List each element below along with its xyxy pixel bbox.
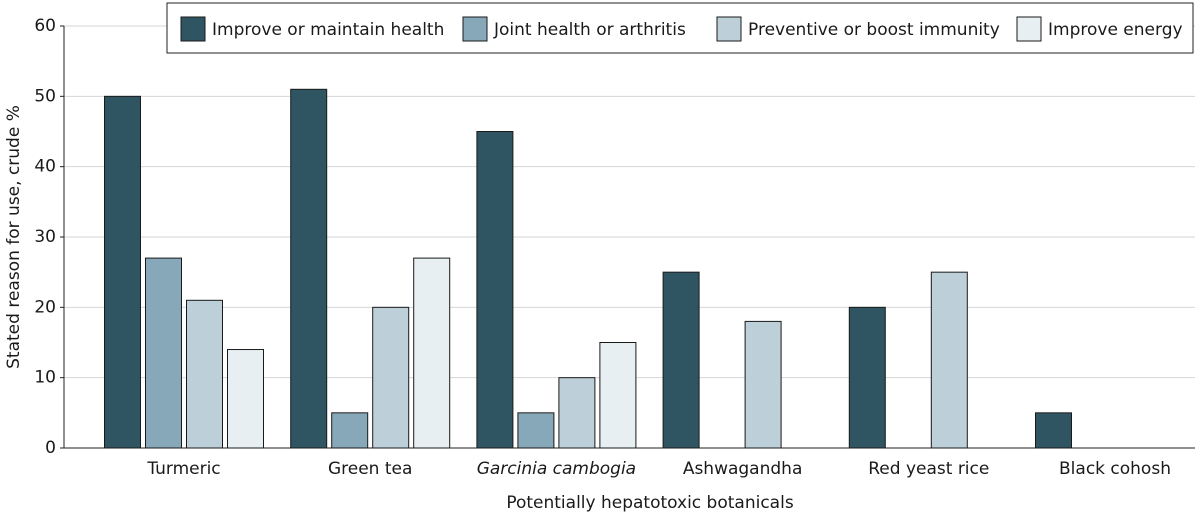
x-tick-label: Garcinia cambogia [477,459,636,479]
y-tick-label: 50 [34,86,56,106]
y-tick-label: 60 [34,16,56,36]
x-axis-label: Potentially hepatotoxic botanicals [506,493,794,513]
bar [744,320,782,449]
y-tick-label: 40 [34,157,56,177]
legend-label: Improve or maintain health [212,20,444,40]
bar [186,299,223,449]
y-axis-label: Stated reason for use, crude % [4,105,24,369]
bar [145,257,182,449]
bar [517,412,555,449]
legend-swatch [180,16,206,42]
bar [331,412,369,449]
x-tick-label: Red yeast rice [868,459,989,479]
bar [662,271,700,449]
x-tick-label: Turmeric [146,459,220,479]
bar [372,306,410,449]
bar [476,131,514,449]
legend-swatch [716,16,742,42]
x-tick-label: Ashwagandha [683,459,803,479]
x-tick-label: Green tea [328,459,412,479]
bar [290,88,328,449]
bar [413,257,451,449]
bar [104,95,141,449]
legend-label: Improve energy [1048,20,1183,40]
legend-swatch [462,16,488,42]
y-tick-label: 0 [45,438,56,458]
bar [227,349,264,449]
x-tick-label: Black cohosh [1059,459,1171,479]
y-tick-label: 20 [34,297,56,317]
y-tick-label: 10 [34,368,56,388]
y-tick-label: 30 [34,227,56,247]
legend-label: Preventive or boost immunity [748,20,1000,40]
legend-swatch [1016,16,1042,42]
bar [1035,412,1072,449]
bar [558,377,596,449]
legend-label: Joint health or arthritis [493,20,686,40]
bar [930,271,968,449]
bar [848,306,886,449]
bar [599,342,637,449]
